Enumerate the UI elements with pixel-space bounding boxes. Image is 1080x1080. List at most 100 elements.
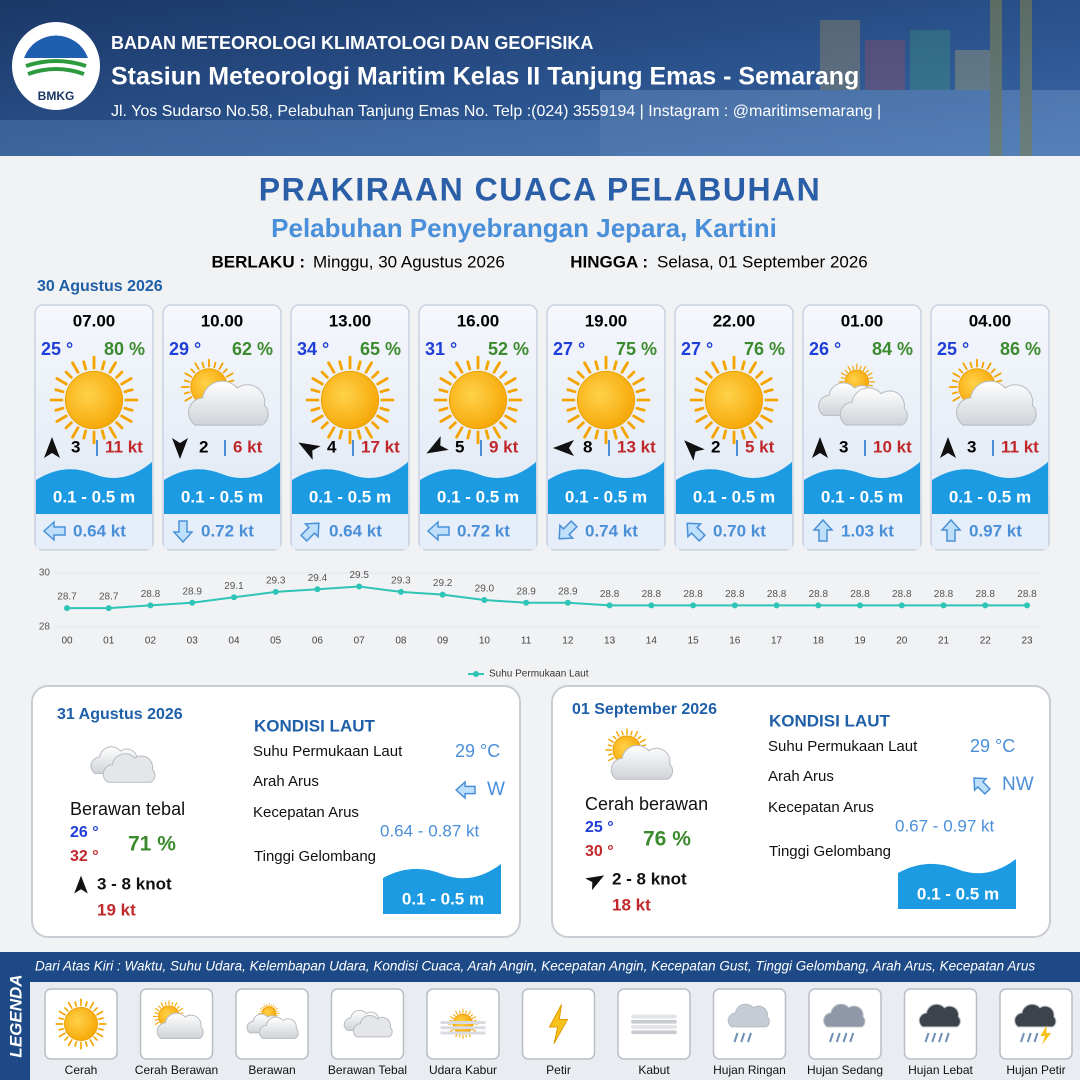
sun-ray — [311, 414, 324, 423]
wind-arrow — [74, 875, 88, 894]
slot-temp: 27 ° — [553, 339, 585, 359]
sun-ray — [459, 1034, 461, 1038]
weather-icon — [561, 355, 651, 445]
sun-ray — [89, 1039, 95, 1047]
cloud — [956, 380, 1037, 426]
current-arrow — [172, 520, 194, 544]
cloud — [1014, 1003, 1057, 1028]
slot-wind: 5 — [455, 437, 464, 456]
y-tick-label: 28 — [39, 622, 51, 633]
sun-ray — [567, 414, 580, 423]
legend-item-label: Hujan Sedang — [807, 1063, 883, 1077]
wave-band — [898, 859, 1016, 909]
sun-ray — [635, 388, 646, 394]
sun-ray — [371, 370, 380, 379]
sst-point — [564, 599, 571, 606]
weather-icon — [689, 355, 779, 445]
sst-point — [64, 605, 70, 612]
sst-point — [439, 591, 446, 598]
wave-band — [804, 462, 920, 514]
panel-gust: 19 kt — [97, 900, 136, 919]
current-speed-label: Kecepatan Arus — [253, 804, 359, 821]
rain-drop — [849, 1032, 855, 1043]
logo-waves — [25, 59, 87, 76]
slot-wind: 8 — [583, 437, 592, 456]
slot-humidity: 75 % — [616, 339, 657, 359]
wave-band — [164, 462, 280, 514]
sst-value-label: 28.7 — [57, 592, 77, 603]
sst-point — [731, 602, 738, 609]
sun-ray — [499, 370, 508, 379]
current-arrow — [686, 522, 706, 542]
sun-ray — [310, 406, 321, 412]
sst-value-label: 28.8 — [683, 589, 703, 600]
x-tick-label: 00 — [61, 636, 73, 647]
sun-ray — [376, 414, 389, 423]
weather-icon — [631, 1014, 677, 1035]
sun-ray — [612, 735, 617, 740]
sun-ray — [379, 388, 390, 394]
sun-ray — [455, 361, 464, 374]
sst-value-label: 28.8 — [934, 589, 954, 600]
sun-ray — [263, 1004, 266, 1008]
y-tick-label: 30 — [39, 568, 51, 579]
sun-ray — [952, 372, 961, 378]
sea-title: KONDISI LAUT — [769, 711, 891, 730]
wave-label: Tinggi Gelombang — [769, 843, 891, 860]
sun-ray — [183, 379, 191, 383]
wave-band — [36, 462, 152, 514]
sun-ray — [748, 426, 757, 439]
slot-humidity: 84 % — [872, 339, 913, 359]
sun-ray — [449, 1028, 455, 1032]
logo-sky — [24, 35, 88, 58]
sun-ray — [259, 1008, 263, 1011]
sun-ray — [452, 1013, 456, 1017]
current-arrow — [973, 777, 991, 795]
slot-gust: 5 kt — [745, 437, 775, 456]
rain-drop — [938, 1032, 943, 1043]
sun-ray — [567, 377, 580, 386]
sun-ray — [67, 1039, 73, 1047]
slot-gust: 17 kt — [361, 437, 400, 456]
sun-ray — [862, 366, 867, 372]
sun-ray — [55, 377, 68, 386]
sun-ray — [376, 377, 389, 386]
current-dir-label: Arah Arus — [253, 773, 319, 790]
sun-ray — [755, 370, 764, 379]
slot-temp: 31 ° — [425, 339, 457, 359]
rain-drop — [1033, 1032, 1039, 1043]
sst-value-label: 29.4 — [308, 573, 328, 584]
panel-humidity: 71 % — [128, 833, 176, 856]
slot-current: 0.64 kt — [73, 521, 126, 540]
sun-ray — [865, 369, 869, 374]
sun-ray — [576, 421, 585, 430]
x-tick-label: 22 — [980, 636, 992, 647]
sun-ray — [160, 1002, 164, 1007]
cloud — [610, 744, 674, 780]
sun-ray — [449, 1016, 455, 1020]
sun-ray — [310, 388, 321, 394]
sun-ray — [123, 388, 134, 394]
weather-icon — [823, 1003, 866, 1043]
sun-ray — [507, 406, 518, 412]
slot-gust: 6 kt — [233, 437, 263, 456]
slot-time: 22.00 — [713, 311, 756, 330]
sun-ray — [467, 1010, 471, 1016]
sun-ray — [465, 1034, 467, 1038]
sun-ray — [364, 361, 373, 374]
legend-title: LEGENDA — [6, 974, 25, 1057]
current-arrow — [426, 520, 450, 542]
sun-ray — [990, 368, 996, 374]
slot-current: 0.72 kt — [201, 521, 254, 540]
sun-ray — [465, 1010, 467, 1014]
sst-value: 29 °C — [455, 741, 500, 761]
main-title: PRAKIRAAN CUACA PELABUHAN — [259, 171, 822, 207]
sun-ray — [371, 421, 380, 430]
sst-value-label: 29.3 — [391, 576, 411, 587]
sun-ray — [995, 379, 1003, 383]
sun-ray — [695, 377, 708, 386]
validity-to-label: HINGGA : — [570, 252, 648, 271]
slot-wave: 0.1 - 0.5 m — [309, 487, 391, 506]
sun-ray — [632, 414, 645, 423]
